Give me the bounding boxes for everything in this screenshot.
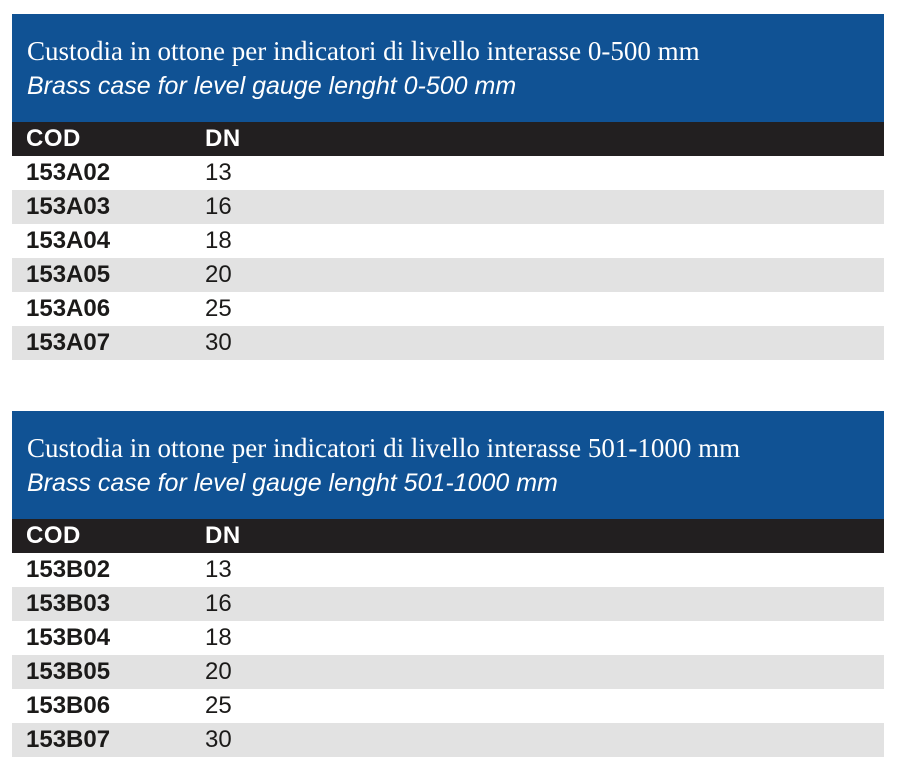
- table-row: 153A04 18: [12, 224, 884, 258]
- table-row: 153A07 30: [12, 326, 884, 360]
- dn-cell: 18: [205, 624, 232, 651]
- dn-cell: 20: [205, 658, 232, 685]
- table-row: 153A03 16: [12, 190, 884, 224]
- column-header-cod: COD: [26, 522, 81, 549]
- dn-cell: 13: [205, 556, 232, 583]
- cod-cell: 153B06: [26, 692, 111, 719]
- table-row: 153B05 20: [12, 655, 884, 689]
- cod-cell: 153B03: [26, 590, 111, 617]
- table-row: 153B02 13: [12, 553, 884, 587]
- table-row: 153B07 30: [12, 723, 884, 757]
- cod-cell: 153A03: [26, 193, 111, 220]
- cod-cell: 153A06: [26, 295, 111, 322]
- table-row: 153A06 25: [12, 292, 884, 326]
- table-header-row: COD DN: [12, 519, 884, 553]
- dn-cell: 30: [205, 726, 232, 753]
- dn-cell: 25: [205, 295, 232, 322]
- title-english: Brass case for level gauge lenght 0-500 …: [27, 72, 517, 100]
- title-english: Brass case for level gauge lenght 501-10…: [27, 469, 558, 497]
- table-row: 153A05 20: [12, 258, 884, 292]
- dn-cell: 18: [205, 227, 232, 254]
- cod-cell: 153B04: [26, 624, 111, 651]
- title-italian: Custodia in ottone per indicatori di liv…: [27, 433, 741, 463]
- column-header-cod: COD: [26, 125, 81, 152]
- table-title-banner: Custodia in ottone per indicatori di liv…: [12, 14, 884, 122]
- cod-cell: 153B07: [26, 726, 111, 753]
- table-title-banner: Custodia in ottone per indicatori di liv…: [12, 411, 884, 519]
- cod-cell: 153B02: [26, 556, 111, 583]
- column-header-dn: DN: [205, 522, 241, 549]
- table-body: 153A02 13 153A03 16 153A04 18 153A05 20 153A06 25…: [12, 156, 884, 360]
- table-body: 153B02 13 153B03 16 153B04 18 153B05 20 153B06 25…: [12, 553, 884, 757]
- cod-cell: 153B05: [26, 658, 111, 685]
- dn-cell: 25: [205, 692, 232, 719]
- product-table-section-0-500: Custodia in ottone per indicatori di liv…: [12, 14, 884, 360]
- cod-cell: 153A04: [26, 227, 111, 254]
- table-row: 153B06 25: [12, 689, 884, 723]
- cod-cell: 153A02: [26, 159, 111, 186]
- dn-cell: 16: [205, 590, 232, 617]
- table-row: 153B04 18: [12, 621, 884, 655]
- title-italian: Custodia in ottone per indicatori di liv…: [27, 36, 700, 66]
- table-row: 153A02 13: [12, 156, 884, 190]
- cod-cell: 153A05: [26, 261, 111, 288]
- cod-cell: 153A07: [26, 329, 111, 356]
- dn-cell: 30: [205, 329, 232, 356]
- dn-cell: 20: [205, 261, 232, 288]
- dn-cell: 13: [205, 159, 232, 186]
- table-header-row: COD DN: [12, 122, 884, 156]
- dn-cell: 16: [205, 193, 232, 220]
- table-row: 153B03 16: [12, 587, 884, 621]
- column-header-dn: DN: [205, 125, 241, 152]
- product-table-section-501-1000: Custodia in ottone per indicatori di liv…: [12, 411, 884, 757]
